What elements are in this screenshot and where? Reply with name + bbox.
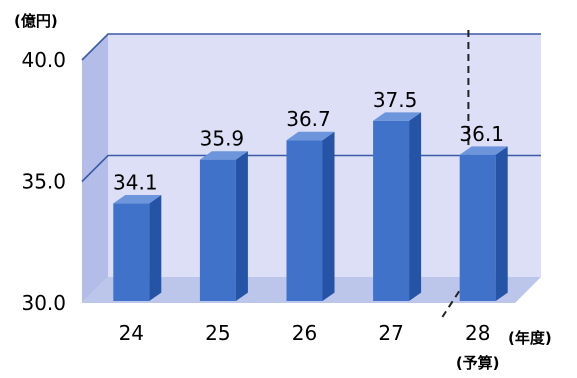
y-tick-label: 40.0 xyxy=(21,48,66,72)
gridline xyxy=(81,33,541,61)
data-label: 34.1 xyxy=(113,170,158,194)
data-label: 36.1 xyxy=(459,122,504,146)
labels: 30.0 35.0 40.0 34.1 24 35.9 25 36.7 26 37.5 27 36.1… xyxy=(21,48,503,372)
x-tick-label: 26 xyxy=(292,321,317,345)
x-tick-note: (予算) xyxy=(456,354,500,372)
bar xyxy=(113,194,162,301)
data-label: 35.9 xyxy=(200,127,245,151)
x-axis-unit: (年度) xyxy=(508,329,552,347)
bar xyxy=(373,112,422,301)
y-tick-label: 35.0 xyxy=(21,170,66,194)
y-axis-unit: (億円) xyxy=(14,12,58,30)
bar xyxy=(199,151,248,301)
bar xyxy=(459,146,508,301)
x-tick-label: 27 xyxy=(378,321,403,345)
y-tick-label: 30.0 xyxy=(21,291,66,315)
bars xyxy=(113,112,508,301)
bar xyxy=(286,131,335,301)
data-label: 37.5 xyxy=(373,88,418,112)
x-tick-label: 25 xyxy=(205,321,230,345)
data-label: 36.7 xyxy=(286,107,331,131)
x-tick-label: 28 xyxy=(465,321,490,345)
x-tick-label: 24 xyxy=(119,321,144,345)
